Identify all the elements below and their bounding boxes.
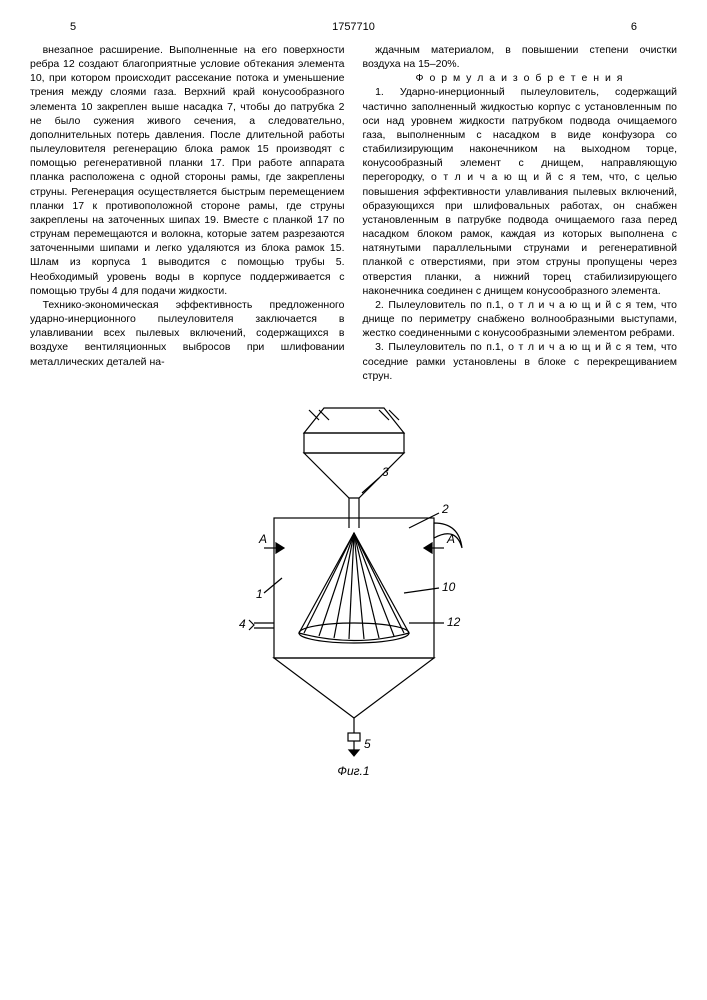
patent-number: 1757710	[76, 20, 631, 35]
formula-title: Ф о р м у л а и з о б р е т е н и я	[363, 71, 678, 85]
text-columns: внезапное расширение. Выполненные на его…	[30, 43, 677, 383]
label-4: 4	[239, 617, 246, 631]
right-para-1: ждачным материалом, в повышении степени …	[363, 43, 678, 71]
claim-1: 1. Ударно-инерционный пылеуловитель, сод…	[363, 85, 678, 298]
label-12: 12	[447, 615, 461, 629]
claim-2: 2. Пылеуловитель по п.1, о т л и ч а ю щ…	[363, 298, 678, 341]
label-5: 5	[364, 737, 371, 751]
figure-1: 3 2 1 10 12 4 5 А А Фиг.1	[30, 398, 677, 779]
label-1: 1	[256, 587, 263, 601]
label-A-right: А	[446, 532, 455, 546]
label-2: 2	[441, 502, 449, 516]
page-num-right: 6	[631, 20, 637, 35]
left-para-2: Технико-экономическая эффективность пред…	[30, 298, 345, 369]
left-para-1: внезапное расширение. Выполненные на его…	[30, 43, 345, 298]
page-header: 5 1757710 6	[30, 20, 677, 35]
label-A-left: А	[258, 532, 267, 546]
claim-3: 3. Пылеуловитель по п.1, о т л и ч а ю щ…	[363, 340, 678, 383]
figure-svg: 3 2 1 10 12 4 5 А А	[204, 398, 504, 758]
label-10: 10	[442, 580, 456, 594]
label-3: 3	[382, 465, 389, 479]
figure-caption: Фиг.1	[30, 763, 677, 779]
